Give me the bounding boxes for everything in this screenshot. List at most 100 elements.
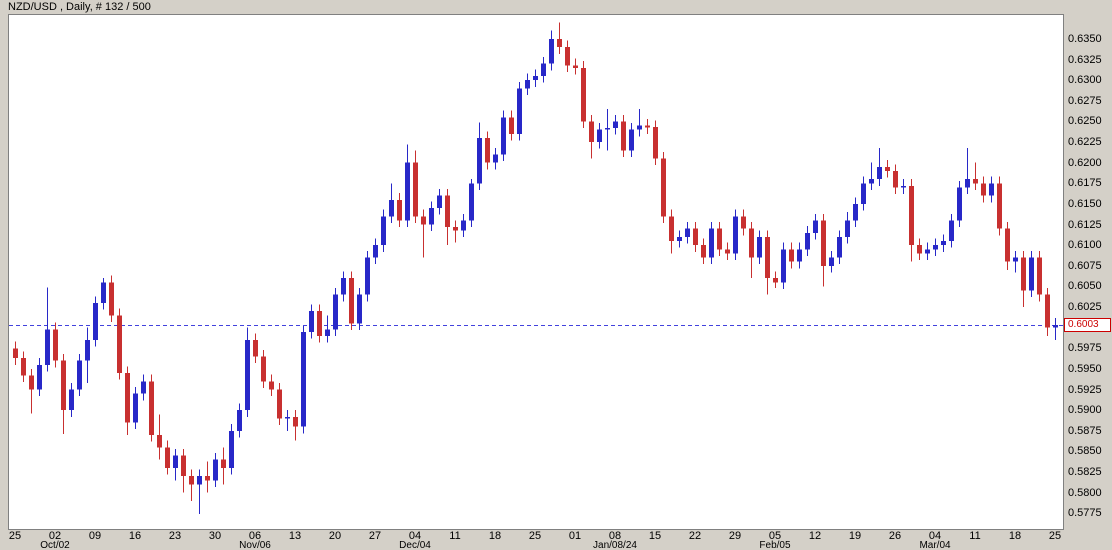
price-axis-label: 0.6150 [1068,197,1102,210]
time-axis-label: 30 [208,530,222,542]
candle-up [285,416,290,419]
candle-up [829,257,834,266]
candle-up [941,241,946,246]
candle-up [245,340,250,411]
candle-up [781,249,786,283]
candle-wick [423,209,424,258]
candle-up [709,228,714,258]
candle-down [661,158,666,217]
candle-down [821,220,826,266]
candle-down [645,125,650,128]
time-axis-label: 16 [128,530,142,542]
candle-up [461,220,466,231]
candle-up [629,129,634,151]
candle-up [437,195,442,209]
candle-down [61,360,66,411]
candle-up [77,360,82,390]
candle-down [885,166,890,171]
candle-down [181,455,186,477]
price-axis-label: 0.6125 [1068,218,1102,231]
time-axis-label: 18 [1008,530,1022,542]
candle-down [53,329,58,361]
candle-down [109,282,114,316]
candle-up [237,410,242,431]
price-axis: 0.6350 0.6325 0.6300 0.6275 0.6250 0.6225 0.62… [1066,0,1112,550]
price-axis-label: 0.5875 [1068,424,1102,437]
candle-down [893,170,898,188]
time-axis-label: 05 [768,530,782,542]
time-axis-label: 20 [328,530,342,542]
candle-down [445,195,450,228]
price-axis-label: 0.6175 [1068,177,1102,190]
candle-up [853,203,858,221]
candle-down [917,245,922,254]
candle-wick [191,469,192,501]
candle-down [589,121,594,142]
candle-up [805,232,810,250]
candle-up [733,216,738,254]
price-axis-label: 0.6200 [1068,156,1102,169]
time-axis-label: 27 [368,530,382,542]
candle-up [325,329,330,336]
candle-down [165,447,170,468]
time-axis-label: 06 [248,530,262,542]
candle-down [741,216,746,229]
candle-up [517,88,522,134]
price-axis-label: 0.6050 [1068,280,1102,293]
candle-down [253,340,258,357]
candle-down [509,117,514,134]
price-axis-label: 0.5775 [1068,507,1102,520]
candle-up [173,455,178,468]
candle-up [933,245,938,250]
time-axis-label: 25 [8,530,22,542]
time-axis-label: 04 [408,530,422,542]
candle-wick [975,162,976,190]
price-axis-label: 0.5850 [1068,445,1102,458]
price-axis-label: 0.5800 [1068,486,1102,499]
candle-up [605,128,610,130]
candle-up [229,430,234,468]
price-axis-label: 0.6250 [1068,115,1102,128]
price-axis-label: 0.6325 [1068,53,1102,66]
candle-up [837,236,842,258]
candle-up [989,183,994,196]
candle-down [397,199,402,221]
candle-down [349,278,354,324]
candle-up [1013,257,1018,262]
candle-up [797,249,802,262]
candle-wick [559,22,560,54]
month-label: Jan/08/24 [593,540,637,550]
candle-down [413,162,418,217]
candle-down [581,67,586,122]
candle-up [949,220,954,241]
price-axis-label: 0.6350 [1068,32,1102,45]
candle-down [453,227,458,231]
candle-up [69,389,74,411]
month-label: Mar/04 [919,540,951,550]
candle-up [1029,257,1034,291]
candle-up [85,340,90,361]
price-axis-label: 0.6025 [1068,301,1102,314]
candle-up [405,162,410,221]
candle-wick [639,109,640,137]
candlestick-chart [9,22,1063,515]
candle-down [221,459,226,468]
candle-up [357,294,362,324]
candle-wick [287,410,288,431]
candle-up [541,63,546,77]
candle-up [197,476,202,485]
time-axis-label: 25 [528,530,542,542]
candle-up [389,199,394,217]
time-axis-label: 09 [88,530,102,542]
candle-up [93,302,98,340]
price-axis-label: 0.5950 [1068,362,1102,375]
chart-plot-area[interactable] [8,14,1064,530]
candle-up [141,381,146,394]
candle-up [333,294,338,330]
time-axis-label: 12 [808,530,822,542]
chart-title: NZD/USD , Daily, # 132 / 500 [8,1,151,13]
price-axis-label: 0.5900 [1068,404,1102,417]
time-axis-label: 13 [288,530,302,542]
candle-wick [1015,251,1016,273]
